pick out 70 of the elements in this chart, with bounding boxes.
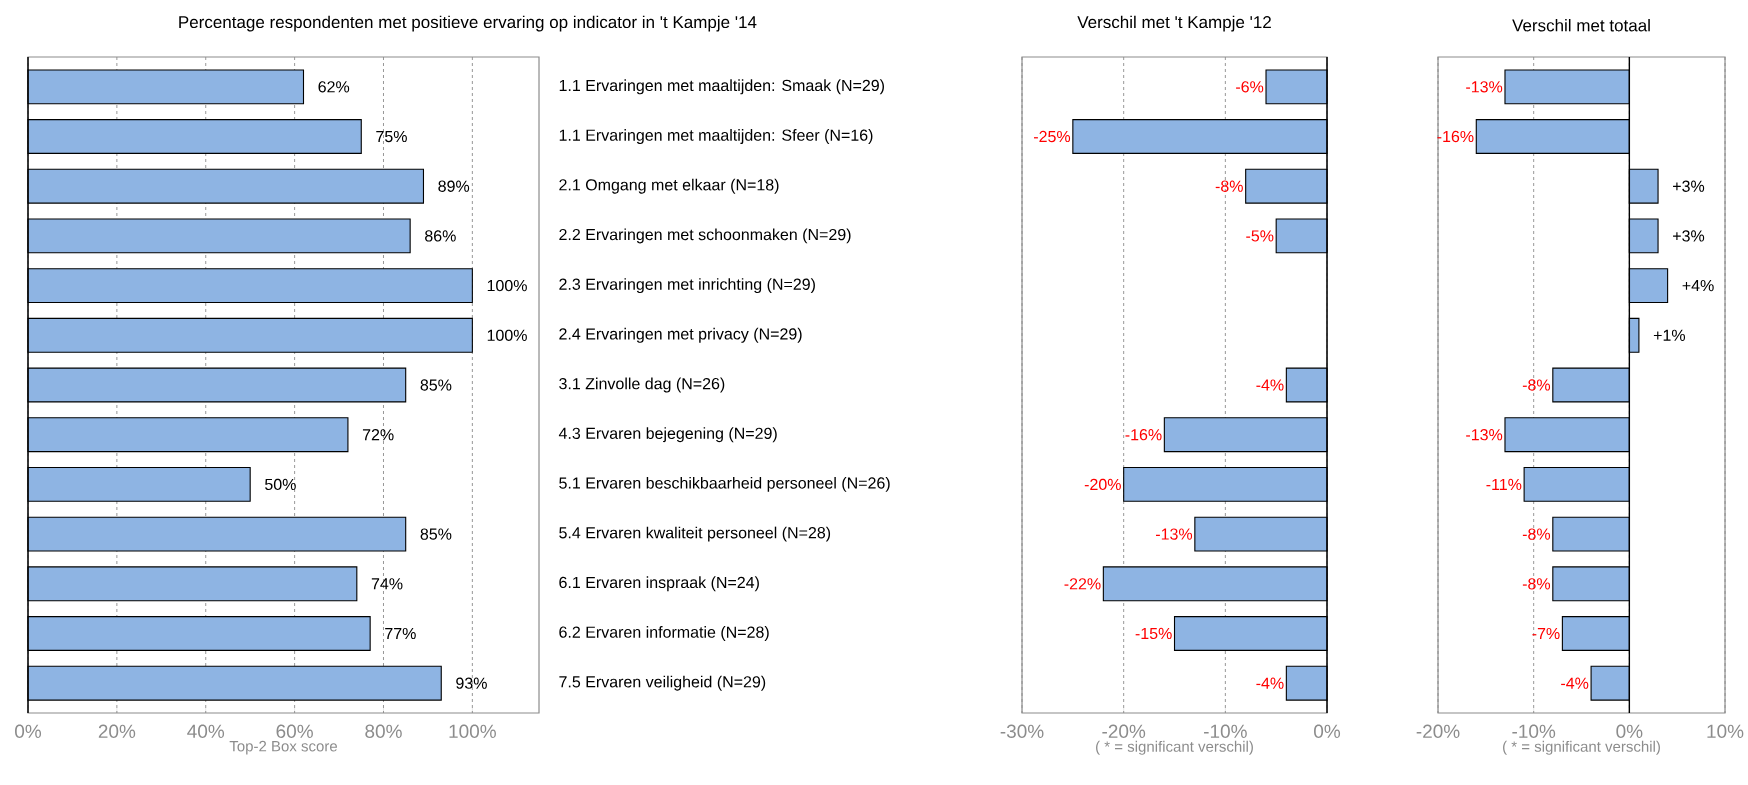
data-label: -20% [1084,478,1121,491]
x-tick-label: 0% [15,724,42,738]
x-tick-label: -30% [1000,724,1044,738]
data-label: 85% [420,379,452,391]
x-tick-label: -20% [1416,724,1460,738]
data-label: -6% [1236,81,1264,93]
y-tick-label: 1.1 Ervaringen met maaltijden: Sfeer (N=16) [559,129,873,144]
x-tick-label: 0% [1616,724,1643,738]
x-axis-title: Top-2 Box score [229,740,337,755]
data-label: +3% [1673,180,1705,192]
data-label: 100% [487,329,527,341]
data-label: -5% [1246,230,1274,242]
x-axis-title: ( * = significant verschil) [1096,740,1253,755]
data-label: 62% [318,81,350,93]
x-axis-title: ( * = significant verschil) [1503,740,1660,755]
chart-title: Verschil met totaal [1512,19,1650,32]
x-tick-label: -10% [1204,724,1247,738]
data-label: -13% [1466,81,1503,93]
y-tick-label: 2.2 Ervaringen met schoonmaken (N=29) [559,228,851,244]
x-tick-label: 20% [98,724,136,738]
x-tick-label: 100% [449,724,496,738]
x-tick-label: 80% [365,724,402,738]
chart-title: Percentage respondenten met positieve ervaring op indicator in 't Kampje '14 [179,15,757,32]
data-label: +1% [1653,329,1686,341]
x-tick-label: -10% [1512,724,1556,738]
data-label: -11% [1486,478,1522,490]
data-label: 93% [456,677,487,689]
y-tick-label: 5.4 Ervaren kwaliteit personeel (N=28) [559,526,831,542]
data-label: 100% [487,279,527,292]
data-label: -7% [1532,627,1560,640]
y-tick-label: 2.3 Ervaringen met inrichting (N=29) [559,278,815,294]
data-label: -15% [1135,627,1172,640]
data-label: -8% [1522,578,1551,590]
data-label: -13% [1466,429,1503,441]
data-label: 75% [376,130,407,143]
x-tick-label: 40% [187,724,225,738]
y-tick-label: 5.1 Ervaren beschikbaarheid personeel (N=26) [559,476,890,492]
data-label: 77% [385,627,416,640]
data-label: -25% [1034,130,1071,143]
data-label: 86% [425,230,456,242]
data-label: 74% [371,578,403,590]
data-label: +4% [1682,280,1714,292]
chart-title: Verschil met 't Kampje '12 [1077,15,1271,32]
y-tick-label: 2.4 Ervaringen met privacy (N=29) [559,327,802,343]
x-tick-label: 0% [1314,724,1341,738]
data-label: -4% [1256,677,1284,689]
data-label: 85% [420,528,452,540]
y-tick-label: 1.1 Ervaringen met maaltijden: Smaak (N=29) [559,79,884,95]
data-label: -4% [1256,379,1284,391]
x-tick-label: -20% [1102,724,1146,738]
data-label: +3% [1673,230,1705,242]
x-tick-label: 60% [276,724,313,738]
y-tick-label: 4.3 Ervaren bejegening (N=29) [558,427,777,443]
data-label: -8% [1522,528,1551,540]
data-label: -8% [1522,379,1551,391]
data-label: -16% [1125,429,1162,441]
data-label: -4% [1561,677,1589,689]
data-label: 89% [438,180,470,192]
data-label: 72% [362,429,394,441]
data-label: -16% [1437,130,1474,143]
data-label: -22% [1064,578,1101,590]
y-tick-label: 2.1 Omgang met elkaar (N=18) [559,178,779,194]
x-tick-label: 10% [1707,724,1744,738]
data-label: -13% [1156,528,1193,540]
y-tick-label: 7.5 Ervaren veiligheid (N=29) [559,675,766,691]
y-tick-label: 6.1 Ervaren inspraak (N=24) [559,576,759,592]
data-label: -8% [1215,180,1243,192]
y-tick-label: 3.1 Zinvolle dag (N=26) [559,377,725,393]
y-tick-label: 6.2 Ervaren informatie (N=28) [559,626,769,641]
data-label: 50% [265,478,296,491]
